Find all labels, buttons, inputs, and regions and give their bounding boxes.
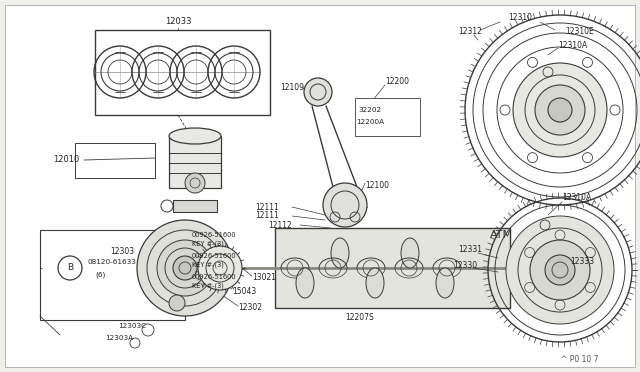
Text: 12303A: 12303A bbox=[105, 335, 133, 341]
Text: ^ P0 10 7: ^ P0 10 7 bbox=[561, 356, 599, 365]
Bar bbox=[275, 228, 510, 308]
Text: 12303C: 12303C bbox=[118, 323, 146, 329]
Ellipse shape bbox=[401, 238, 419, 268]
Text: 32202: 32202 bbox=[358, 107, 381, 113]
Text: KEY #-(3): KEY #-(3) bbox=[192, 283, 224, 289]
Text: 08120-61633: 08120-61633 bbox=[87, 259, 136, 265]
Ellipse shape bbox=[296, 268, 314, 298]
Bar bbox=[355, 98, 420, 136]
Text: (6): (6) bbox=[95, 272, 105, 278]
Text: 12010: 12010 bbox=[53, 155, 79, 164]
Text: 12109: 12109 bbox=[280, 83, 304, 93]
Text: 12310A: 12310A bbox=[558, 41, 588, 49]
Ellipse shape bbox=[169, 128, 221, 144]
Text: KEY #-(3): KEY #-(3) bbox=[192, 262, 224, 268]
Text: 00926-51600: 00926-51600 bbox=[192, 274, 237, 280]
Circle shape bbox=[169, 295, 185, 311]
Ellipse shape bbox=[366, 268, 384, 298]
Text: 12200A: 12200A bbox=[356, 119, 384, 125]
Text: 12303: 12303 bbox=[110, 247, 134, 257]
Circle shape bbox=[304, 78, 332, 106]
Circle shape bbox=[185, 173, 205, 193]
Text: 12312: 12312 bbox=[458, 28, 482, 36]
Text: 12331: 12331 bbox=[458, 246, 482, 254]
Circle shape bbox=[157, 240, 213, 296]
Text: 12112: 12112 bbox=[268, 221, 292, 230]
Bar bbox=[95, 30, 270, 115]
Circle shape bbox=[535, 85, 585, 135]
Ellipse shape bbox=[436, 268, 454, 298]
Text: 12310E: 12310E bbox=[565, 28, 594, 36]
Circle shape bbox=[548, 98, 572, 122]
Bar bbox=[169, 136, 221, 188]
Text: KEY #-(3): KEY #-(3) bbox=[192, 241, 224, 247]
Circle shape bbox=[137, 220, 233, 316]
Text: B: B bbox=[67, 263, 73, 273]
Circle shape bbox=[530, 240, 590, 300]
Text: 00926-51600: 00926-51600 bbox=[192, 232, 237, 238]
Text: ATM: ATM bbox=[490, 230, 513, 240]
Text: 12111: 12111 bbox=[255, 212, 279, 221]
Text: 12207S: 12207S bbox=[346, 314, 374, 323]
Text: 15043: 15043 bbox=[232, 288, 256, 296]
Text: 12200: 12200 bbox=[385, 77, 409, 87]
Text: 12333: 12333 bbox=[570, 257, 594, 266]
Bar bbox=[40, 230, 185, 320]
Circle shape bbox=[173, 256, 197, 280]
Circle shape bbox=[323, 183, 367, 227]
Circle shape bbox=[513, 63, 607, 157]
Text: 12310A: 12310A bbox=[562, 193, 591, 202]
Ellipse shape bbox=[331, 238, 349, 268]
Text: 12330: 12330 bbox=[453, 260, 477, 269]
Bar bbox=[173, 200, 217, 212]
Text: 12310: 12310 bbox=[508, 13, 532, 22]
Text: 12302: 12302 bbox=[238, 304, 262, 312]
Text: 12033: 12033 bbox=[164, 17, 191, 26]
Circle shape bbox=[506, 216, 614, 324]
Circle shape bbox=[545, 255, 575, 285]
Text: 00926-51600: 00926-51600 bbox=[192, 253, 237, 259]
Circle shape bbox=[198, 246, 242, 290]
Text: 13021: 13021 bbox=[252, 273, 276, 282]
Text: 12100: 12100 bbox=[365, 180, 389, 189]
Bar bbox=[75, 143, 155, 178]
Text: 12111: 12111 bbox=[255, 202, 279, 212]
